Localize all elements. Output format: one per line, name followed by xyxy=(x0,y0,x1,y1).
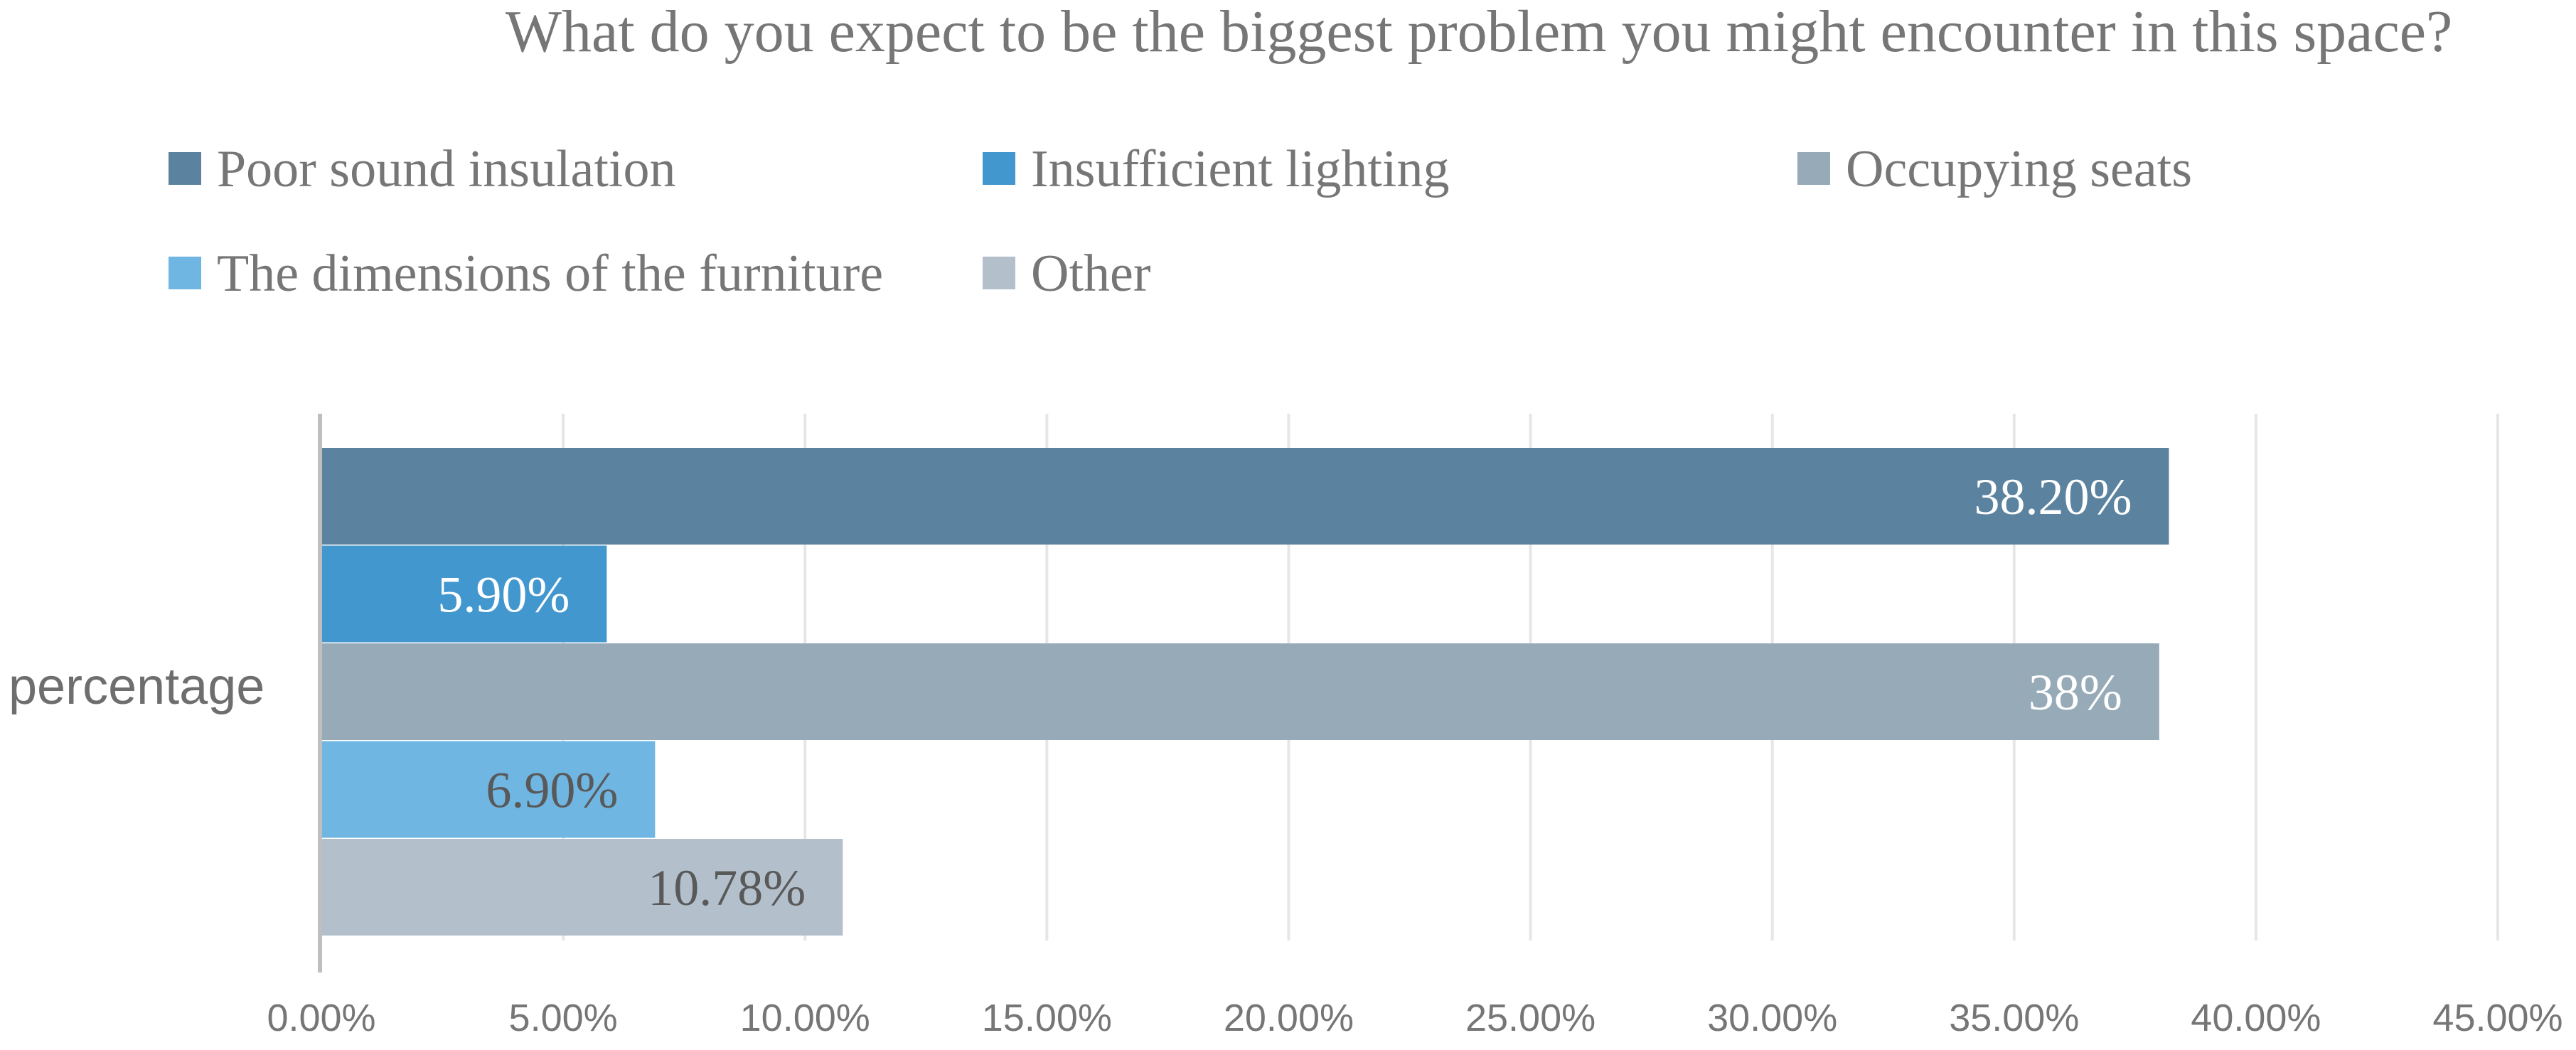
legend-swatch xyxy=(169,257,201,289)
x-tick-label: 10.00% xyxy=(740,997,870,1039)
bar xyxy=(321,643,2159,740)
legend-label: Poor sound insulation xyxy=(217,140,675,198)
legend-swatch xyxy=(983,257,1015,289)
bars xyxy=(321,448,2169,936)
legend: Poor sound insulation Insufficient lighti… xyxy=(169,140,2192,303)
bar xyxy=(321,448,2169,545)
x-tick-label: 45.00% xyxy=(2432,997,2562,1039)
legend-label: Insufficient lighting xyxy=(1031,140,1450,198)
data-label: 5.90% xyxy=(437,567,570,623)
legend-item: Poor sound insulation xyxy=(169,140,675,198)
x-tick-label: 40.00% xyxy=(2191,997,2321,1039)
legend-swatch xyxy=(983,152,1015,185)
legend-item: Occupying seats xyxy=(1797,140,2192,198)
data-label: 38.20% xyxy=(1974,468,2132,525)
x-tick-label: 15.00% xyxy=(982,997,1112,1039)
data-label: 6.90% xyxy=(486,762,618,819)
bar xyxy=(321,545,607,643)
legend-label: Other xyxy=(1031,245,1151,303)
bar xyxy=(321,741,656,838)
legend-swatch xyxy=(1797,152,1830,185)
x-tick-label: 25.00% xyxy=(1465,997,1596,1039)
axis: 0.00% 5.00% 10.00% 15.00% 20.00% 25.00% 30.00%… xyxy=(9,414,2563,1039)
legend-label: The dimensions of the furniture xyxy=(217,245,883,303)
x-tick-label: 35.00% xyxy=(1949,997,2079,1039)
x-tick-label: 5.00% xyxy=(509,997,618,1039)
legend-label: Occupying seats xyxy=(1846,140,2192,198)
legend-item: Other xyxy=(983,245,1151,303)
x-tick-label: 30.00% xyxy=(1707,997,1837,1039)
bar xyxy=(321,839,843,936)
category-label: percentage xyxy=(9,658,264,715)
x-tick-label: 20.00% xyxy=(1224,997,1354,1039)
legend-item: Insufficient lighting xyxy=(983,140,1450,198)
chart-title: What do you expect to be the biggest pro… xyxy=(506,0,2453,65)
legend-item: The dimensions of the furniture xyxy=(169,245,883,303)
legend-swatch xyxy=(169,152,201,185)
data-label: 38% xyxy=(2029,664,2122,721)
x-tick-label: 0.00% xyxy=(267,997,375,1039)
data-labels: 38.20% 5.90% 38% 6.90% 10.78% xyxy=(437,468,2132,916)
data-label: 10.78% xyxy=(648,859,806,916)
